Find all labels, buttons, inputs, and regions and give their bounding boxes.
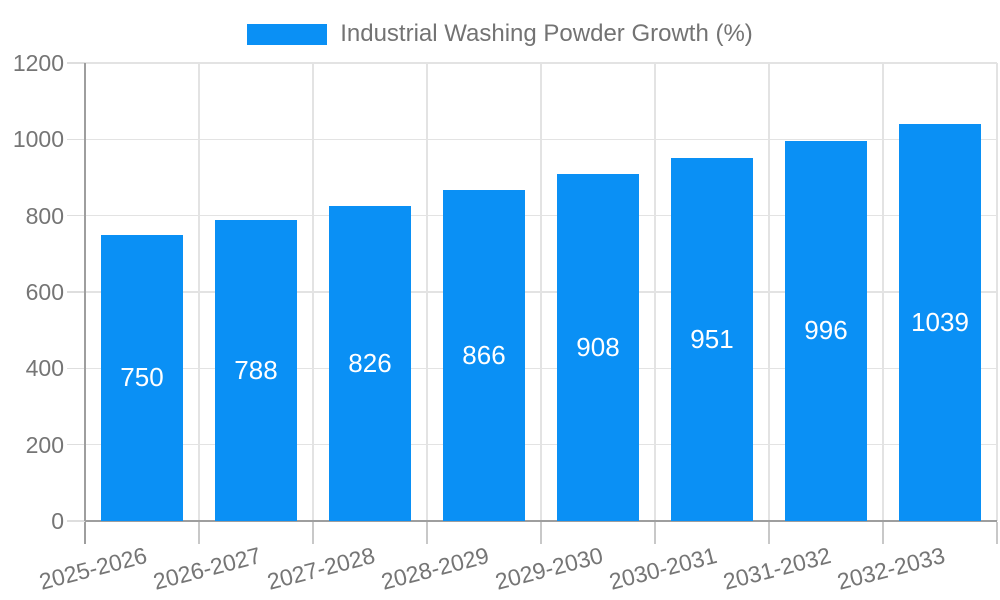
bar[interactable]: 908 [557, 174, 639, 521]
bar[interactable]: 788 [215, 220, 297, 521]
bar[interactable]: 750 [101, 234, 183, 521]
x-axis-tick-label: 2030-2031 [606, 542, 720, 595]
x-axis-tick [882, 522, 884, 544]
x-gridline [312, 63, 314, 521]
y-axis-line [84, 63, 86, 521]
y-axis-tick [67, 62, 85, 64]
y-axis-tick [67, 291, 85, 293]
x-axis-tick [540, 522, 542, 544]
x-gridline [84, 63, 86, 521]
x-axis-tick-label: 2029-2030 [492, 542, 606, 595]
y-axis-tick-label: 200 [25, 431, 64, 458]
chart-legend[interactable]: Industrial Washing Powder Growth (%) [0, 20, 1000, 47]
y-axis-tick-label: 800 [25, 202, 64, 229]
x-gridline [540, 63, 542, 521]
x-gridline [882, 63, 884, 521]
x-gridline [996, 63, 998, 521]
bar-value-label: 788 [234, 355, 278, 386]
y-gridline [85, 62, 997, 64]
bar[interactable]: 996 [785, 140, 867, 521]
x-gridline [768, 63, 770, 521]
bar-value-label: 908 [576, 332, 620, 363]
x-axis-tick-label: 2025-2026 [36, 542, 150, 595]
bar-value-label: 951 [690, 324, 734, 354]
y-axis-tick-label: 1000 [12, 126, 64, 153]
bar[interactable]: 826 [329, 205, 411, 521]
y-axis-tick [67, 443, 85, 446]
bar-value-label: 996 [804, 315, 848, 346]
legend-swatch-icon [247, 23, 328, 45]
x-axis-tick-label: 2031-2032 [720, 542, 834, 595]
bar-value-label: 826 [348, 347, 392, 378]
y-axis-tick [67, 138, 85, 141]
x-axis-tick [312, 522, 314, 544]
x-axis-tick [198, 522, 200, 544]
y-axis-tick-label: 1200 [12, 50, 64, 76]
bar-value-label: 1039 [911, 307, 969, 338]
y-axis-tick [67, 520, 85, 522]
x-axis-tick [996, 522, 998, 544]
bar-value-label: 866 [462, 340, 506, 371]
y-axis-tick-label: 400 [25, 355, 64, 382]
x-axis-tick [84, 522, 86, 544]
x-axis-tick-label: 2026-2027 [150, 542, 264, 595]
y-axis-tick-label: 600 [25, 279, 64, 305]
x-gridline [426, 63, 428, 521]
x-axis-tick [654, 522, 656, 544]
bar[interactable]: 866 [443, 190, 525, 521]
y-axis-tick [67, 214, 85, 217]
x-axis-tick-label: 2027-2028 [264, 542, 378, 595]
bar[interactable]: 1039 [899, 124, 981, 521]
y-gridline [85, 138, 997, 141]
x-gridline [198, 63, 200, 521]
y-axis-tick-label: 0 [51, 508, 64, 534]
x-axis-tick-label: 2032-2033 [834, 542, 948, 595]
x-axis-tick [426, 522, 428, 544]
x-axis-tick-label: 2028-2029 [378, 542, 492, 595]
x-gridline [654, 63, 656, 521]
bar-value-label: 750 [120, 362, 164, 393]
legend-label: Industrial Washing Powder Growth (%) [340, 20, 753, 47]
x-axis-tick [768, 522, 770, 544]
y-axis-tick [67, 367, 85, 370]
bar[interactable]: 951 [671, 158, 753, 521]
